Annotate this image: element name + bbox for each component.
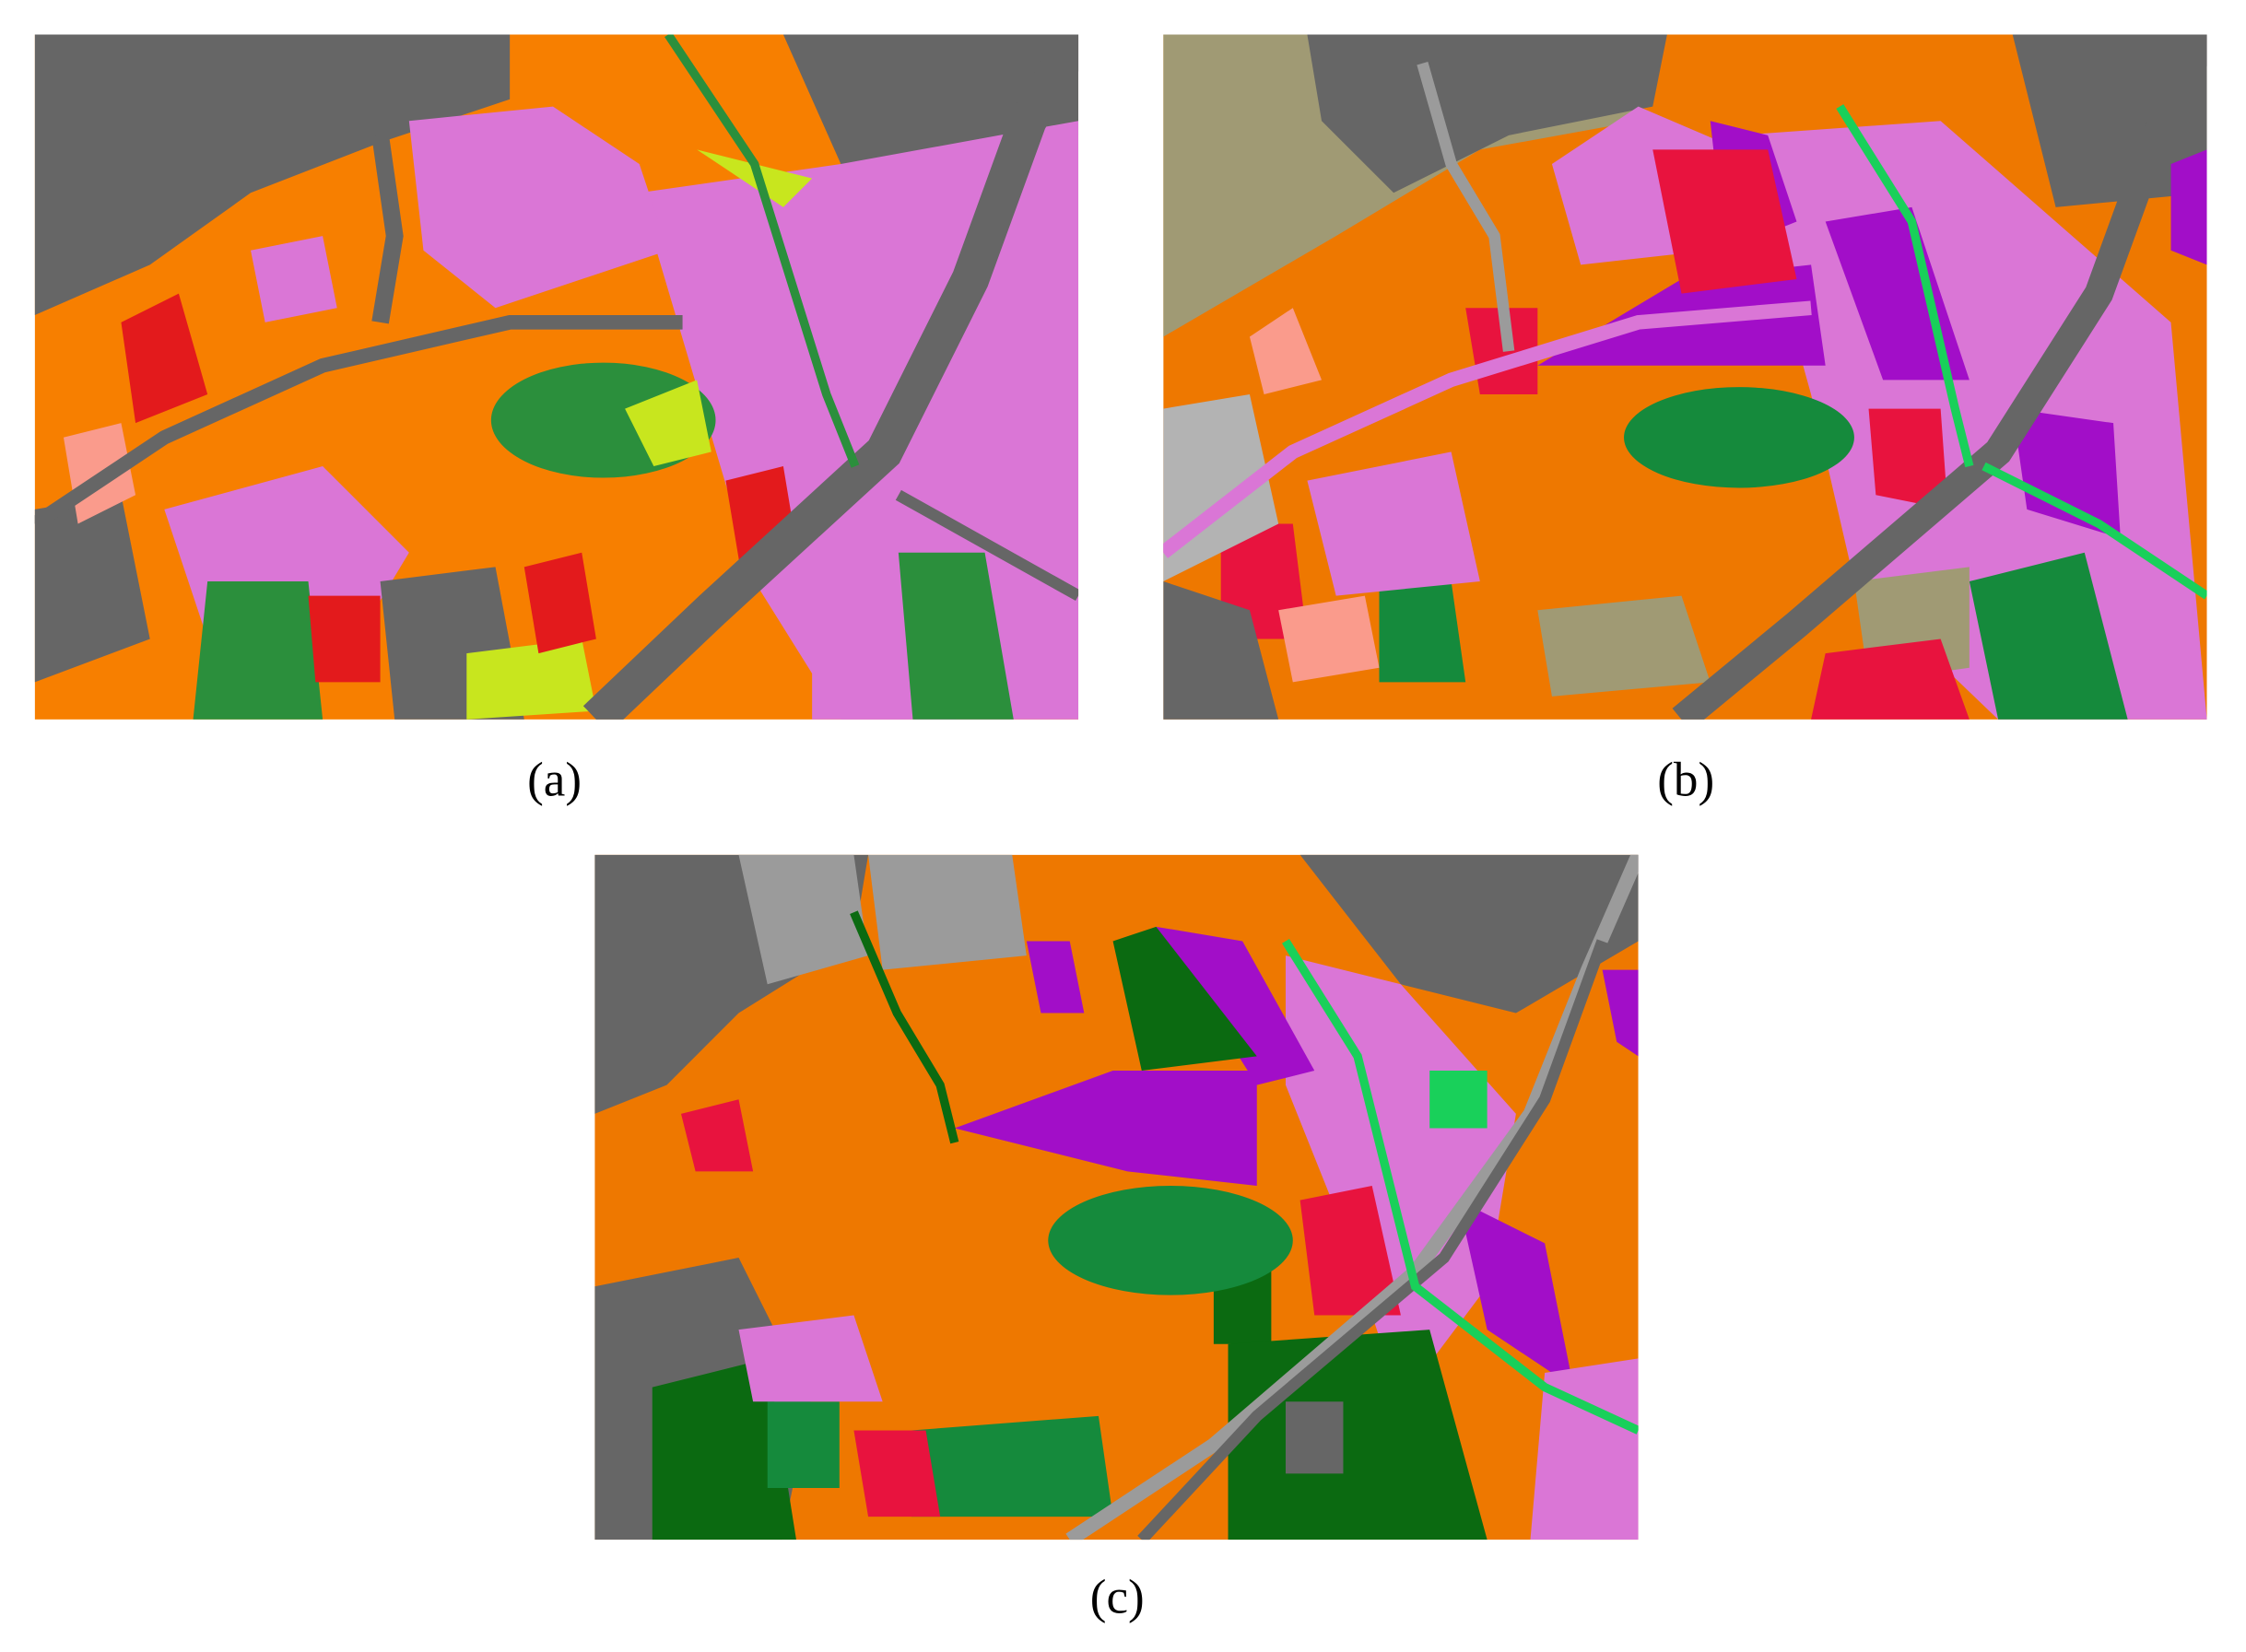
panel-label: (b) bbox=[1657, 753, 1714, 806]
panel-a-map bbox=[34, 34, 1079, 720]
panel-c-map bbox=[594, 854, 1639, 1541]
panel-label: (a) bbox=[527, 753, 582, 806]
panel-label: (c) bbox=[1090, 1571, 1145, 1624]
panel-b-map bbox=[1163, 34, 2207, 720]
